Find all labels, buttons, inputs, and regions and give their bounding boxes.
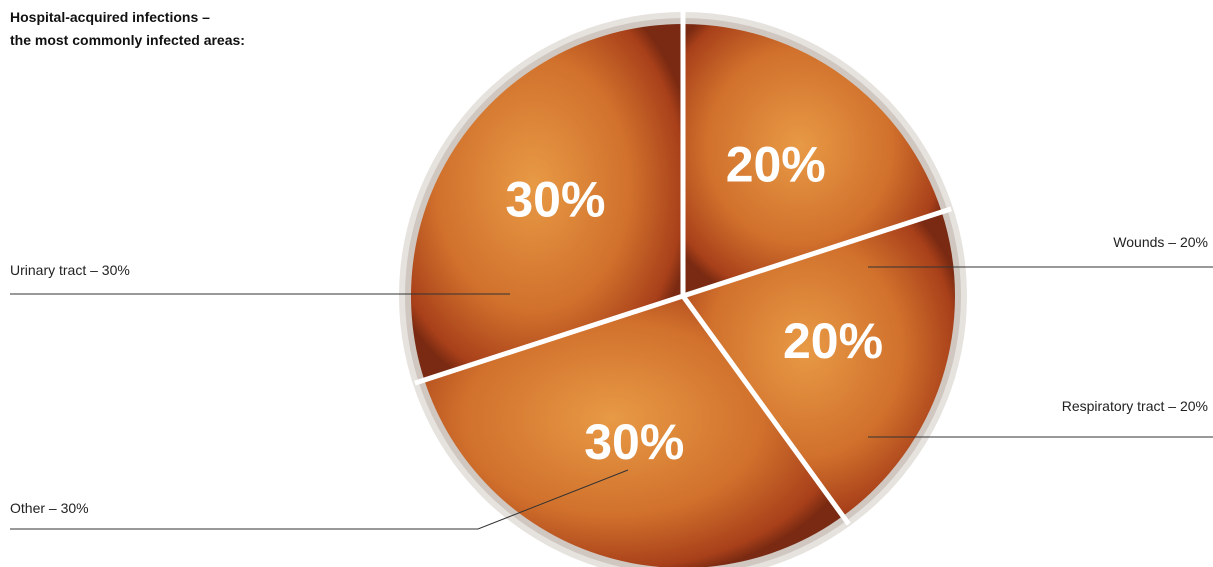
chart-title: Hospital-acquired infections – (10, 9, 210, 25)
data-label: 20% (726, 137, 826, 193)
data-label: 30% (505, 171, 605, 227)
slice-label: Respiratory tract – 20% (1062, 398, 1208, 414)
pie-slice (683, 211, 955, 517)
chart-title: the most commonly infected areas: (10, 32, 245, 48)
data-label: 30% (584, 414, 684, 470)
slice-divider (682, 206, 952, 299)
slice-label: Wounds – 20% (1113, 234, 1208, 250)
data-label: 20% (783, 313, 883, 369)
pie-slice (411, 24, 683, 381)
leader-line (10, 469, 629, 530)
slice-label: Urinary tract – 30% (10, 262, 130, 278)
slice-divider (414, 293, 684, 386)
slice-divider (680, 294, 851, 526)
pie-slice (683, 24, 942, 296)
pie-slice (424, 296, 843, 567)
slice-label: Other – 30% (10, 500, 89, 516)
